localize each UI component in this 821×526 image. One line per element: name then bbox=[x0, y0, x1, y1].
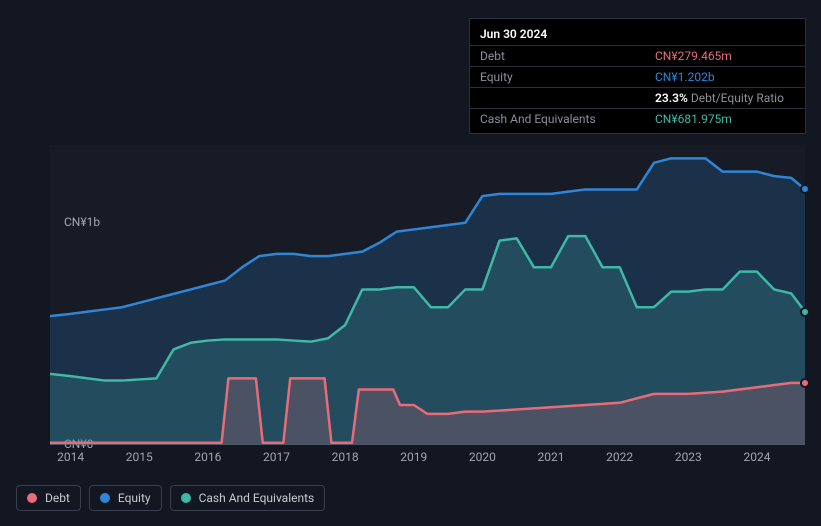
tooltip-label: Equity bbox=[480, 70, 513, 84]
x-axis-label: 2021 bbox=[538, 450, 565, 464]
x-axis: 2014 2015 2016 2017 2018 2019 2020 2021 2022 2023… bbox=[50, 448, 805, 468]
x-axis-label: 2014 bbox=[57, 450, 84, 464]
x-axis-label: 2020 bbox=[469, 450, 496, 464]
x-axis-label: 2015 bbox=[126, 450, 153, 464]
x-axis-label: 2022 bbox=[606, 450, 633, 464]
legend-item-cash[interactable]: Cash And Equivalents bbox=[170, 485, 326, 511]
legend-label: Cash And Equivalents bbox=[199, 491, 315, 505]
chart-tooltip: Jun 30 2024 Debt CN¥279.465m Equity CN¥1.202… bbox=[469, 18, 806, 134]
chart-plot-area[interactable] bbox=[50, 145, 805, 445]
x-axis-label: 2023 bbox=[675, 450, 702, 464]
legend-item-equity[interactable]: Equity bbox=[89, 485, 162, 511]
legend-label: Debt bbox=[45, 491, 70, 505]
tooltip-row: Equity CN¥1.202b bbox=[470, 66, 805, 87]
tooltip-label: Debt bbox=[480, 49, 505, 63]
legend-item-debt[interactable]: Debt bbox=[16, 485, 81, 511]
series-end-marker bbox=[800, 184, 810, 194]
debt-equity-chart: CN¥0CN¥1b 201420152016201720182019202020… bbox=[16, 120, 805, 445]
legend-swatch bbox=[100, 493, 110, 503]
legend-label: Equity bbox=[118, 491, 151, 505]
tooltip-row-ratio: 23.3% Debt/Equity Ratio bbox=[470, 87, 805, 108]
series-end-marker bbox=[800, 378, 810, 388]
tooltip-row: Debt CN¥279.465m bbox=[470, 45, 805, 66]
x-axis-label: 2018 bbox=[332, 450, 359, 464]
x-axis-label: 2017 bbox=[263, 450, 290, 464]
tooltip-value: CN¥279.465m bbox=[655, 49, 795, 63]
x-axis-label: 2016 bbox=[194, 450, 221, 464]
legend-swatch bbox=[181, 493, 191, 503]
legend-swatch bbox=[27, 493, 37, 503]
series-end-marker bbox=[800, 307, 810, 317]
chart-legend: Debt Equity Cash And Equivalents bbox=[16, 485, 325, 511]
tooltip-date: Jun 30 2024 bbox=[470, 23, 805, 45]
x-axis-label: 2024 bbox=[743, 450, 770, 464]
tooltip-value: 23.3% Debt/Equity Ratio bbox=[655, 91, 795, 105]
tooltip-value: CN¥1.202b bbox=[655, 70, 795, 84]
x-axis-label: 2019 bbox=[400, 450, 427, 464]
